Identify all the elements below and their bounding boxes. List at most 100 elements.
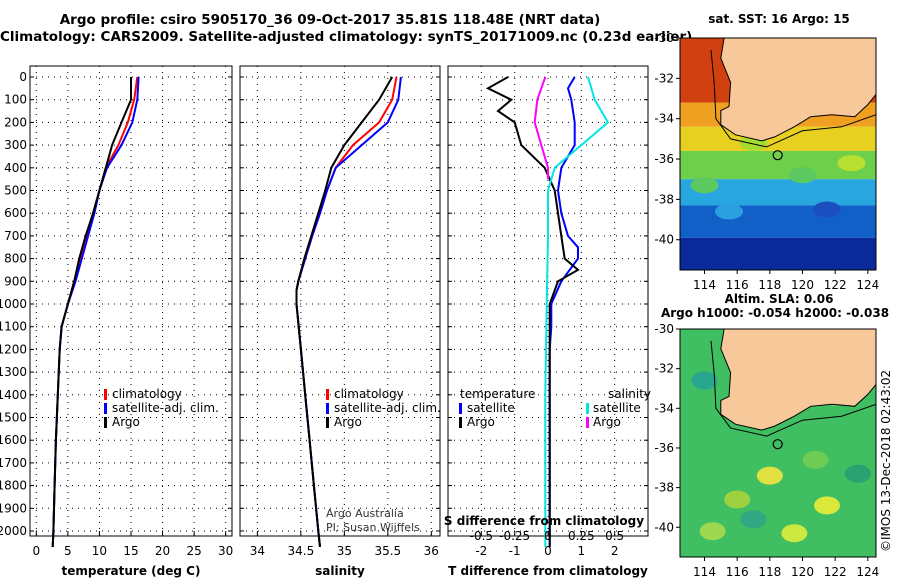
series-line-salinity-satellite: [544, 76, 610, 547]
x-axis-label: temperature (deg C): [62, 564, 201, 578]
chart-subtitle: Climatology: CARS2009. Satellite-adjuste…: [0, 29, 693, 45]
bathymetry-contour: [710, 340, 876, 437]
map-layer: [680, 329, 876, 557]
depth-tick-label: 0: [19, 70, 27, 84]
sla-patch: [781, 524, 808, 543]
legend-label: Argo: [334, 415, 362, 429]
depth-tick-label: 1300: [0, 365, 27, 379]
legend-label: satellite-adj. clim.: [112, 401, 219, 415]
depth-tick-label: 1700: [0, 456, 27, 470]
map-x-tick-label: 118: [758, 278, 781, 292]
x-axis-label: T difference from climatology: [448, 564, 648, 578]
sst-patch: [715, 203, 743, 220]
legend-title: temperature: [460, 387, 535, 401]
depth-tick-label: 1000: [0, 297, 27, 311]
series-line-climatology: [295, 76, 398, 548]
x-tick-label: 35: [337, 544, 352, 558]
x-axis-label: salinity: [315, 564, 365, 578]
map-y-tick-label: -40: [654, 520, 674, 534]
depth-tick-label: 400: [4, 161, 27, 175]
sla-patch: [740, 510, 767, 529]
x-tick-label: 36: [424, 544, 439, 558]
x-tick-label: 0: [544, 544, 552, 558]
map-y-tick-label: -38: [654, 481, 674, 495]
depth-tick-label: 100: [4, 93, 27, 107]
legend-title: salinity: [608, 387, 651, 401]
series-line-temperature-argo: [485, 76, 580, 547]
bathymetry-contour: [710, 50, 876, 148]
x-tick-label: 0: [32, 544, 40, 558]
legend-label: climatology: [334, 387, 404, 401]
map-y-tick-label: -30: [654, 322, 674, 336]
land-mass: [720, 38, 876, 142]
legend-swatch: [459, 417, 462, 428]
depth-tick-label: 2000: [0, 524, 27, 538]
x2-tick-label: 0.5: [605, 529, 624, 543]
depth-tick-label: 700: [4, 229, 27, 243]
legend-swatch: [104, 417, 107, 428]
series-line-argo: [295, 76, 394, 548]
depth-tick-label: 1500: [0, 411, 27, 425]
x-tick-label: 10: [92, 544, 107, 558]
x-tick-label: 34.5: [288, 544, 315, 558]
map-frame: [679, 37, 877, 271]
chart-title: Argo profile: csiro 5905170_36 09-Oct-20…: [59, 12, 601, 28]
map-y-tick-label: -40: [654, 233, 674, 247]
x2-axis-label: S difference from climatology: [444, 514, 644, 528]
map-x-tick-label: 124: [856, 278, 879, 292]
x2-tick-label: -0.25: [499, 529, 530, 543]
depth-tick-label: 500: [4, 184, 27, 198]
sla-patch: [724, 490, 751, 509]
map-layer: [680, 38, 876, 270]
map-x-tick-label: 120: [791, 565, 814, 579]
depth-tick-label: 200: [4, 115, 27, 129]
legend-swatch: [459, 403, 462, 414]
legend-label: satellite-adj. clim.: [334, 401, 441, 415]
map-x-tick-label: 114: [693, 278, 716, 292]
legend-swatch: [326, 417, 329, 428]
sla-patch: [845, 464, 872, 483]
x-tick-label: 1: [578, 544, 586, 558]
legend-label: Argo: [593, 415, 621, 429]
legend-swatch: [326, 389, 329, 400]
sla-patch: [699, 522, 726, 541]
map-x-tick-label: 124: [856, 565, 879, 579]
x-tick-label: 25: [186, 544, 201, 558]
depth-tick-label: 1200: [0, 342, 27, 356]
map-x-tick-label: 118: [758, 565, 781, 579]
depth-tick-label: 1100: [0, 320, 27, 334]
argo-float-marker: [772, 439, 783, 450]
x-tick-label: -2: [475, 544, 487, 558]
map-sla-subtitle: Argo h1000: -0.054 h2000: -0.038: [661, 306, 889, 320]
map-x-tick-label: 120: [791, 278, 814, 292]
x-tick-label: 5: [64, 544, 72, 558]
map-sst-title: sat. SST: 16 Argo: 15: [708, 12, 850, 26]
map-y-tick-label: -32: [654, 362, 674, 376]
depth-tick-label: 600: [4, 206, 27, 220]
sst-band: [680, 237, 876, 270]
sla-patch: [756, 466, 783, 485]
depth-tick-label: 1800: [0, 479, 27, 493]
map-frame: [679, 328, 877, 558]
credit-source: Argo Australia: [326, 507, 404, 520]
x-tick-label: 35.5: [374, 544, 401, 558]
depth-tick-label: 1900: [0, 501, 27, 515]
map-x-tick-label: 114: [693, 565, 716, 579]
legend-swatch: [104, 389, 107, 400]
sla-patch: [691, 371, 718, 390]
map-y-tick-label: -34: [654, 401, 674, 415]
sst-band: [680, 205, 876, 238]
legend-label: climatology: [112, 387, 182, 401]
x-tick-label: 2: [611, 544, 619, 558]
x2-tick-label: 0.25: [568, 529, 595, 543]
depth-tick-label: 1600: [0, 433, 27, 447]
x-tick-label: 15: [123, 544, 138, 558]
copyright-stamp: ©IMOS 13-Dec-2018 02:43:02: [879, 369, 893, 552]
map-x-tick-label: 116: [726, 278, 749, 292]
map-sla-title: Altim. SLA: 0.06: [725, 292, 834, 306]
map-x-tick-label: 122: [824, 278, 847, 292]
legend-swatch: [104, 403, 107, 414]
x-tick-label: 34: [250, 544, 265, 558]
sst-patch: [788, 167, 817, 184]
land-mass: [720, 329, 876, 431]
